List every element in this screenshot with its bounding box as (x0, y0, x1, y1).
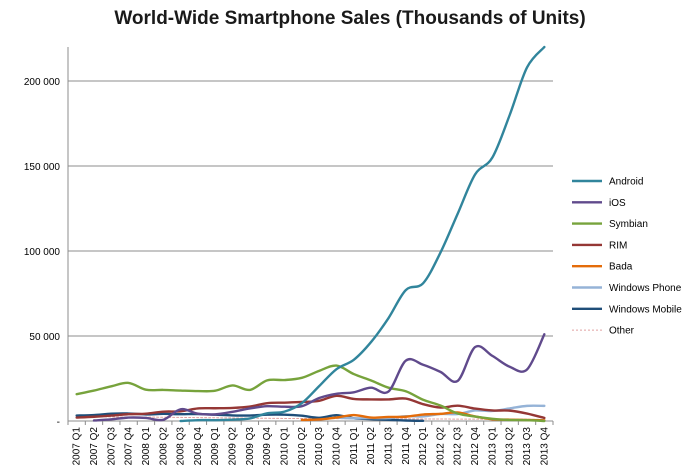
y-tick-label: 50 000 (29, 332, 60, 343)
y-tick-label: 200 000 (24, 77, 61, 88)
x-tick-label: 2007 Q3 (106, 427, 117, 466)
legend-label: Windows Mobile (609, 304, 682, 315)
y-tick-label: - (57, 417, 60, 428)
series-line-rim (75, 394, 546, 420)
y-tick-label: 150 000 (24, 162, 61, 173)
series-rim (75, 394, 546, 420)
axis-layer: - 50 000 100 000 150 000 200 000 2007 Q1 2007 … (24, 47, 554, 466)
series-other (76, 416, 545, 420)
legend-label: Android (609, 177, 643, 188)
series-layer (75, 45, 546, 423)
x-tick-label: 2012 Q4 (470, 427, 481, 466)
legend-label: iOS (609, 198, 626, 209)
x-tick-label: 2011 Q3 (383, 427, 394, 465)
x-tick-label: 2008 Q1 (141, 427, 152, 466)
x-tick-label: 2009 Q3 (245, 427, 256, 466)
legend: Android iOS Symbian RIM Bada Windows Phone Win… (572, 177, 682, 337)
x-tick-label: 2012 Q2 (435, 427, 446, 466)
grid-layer (68, 80, 553, 337)
x-tick-label: 2012 Q3 (453, 427, 464, 466)
legend-item-rim: RIM (572, 240, 627, 251)
x-tick-label: 2007 Q2 (89, 427, 100, 466)
series-line-other (76, 416, 545, 420)
x-tick-label: 2007 Q4 (124, 427, 135, 466)
legend-item-other: Other (572, 326, 635, 337)
x-tick-label: 2009 Q2 (228, 427, 239, 466)
legend-label: Windows Phone (609, 283, 682, 294)
legend-label: Symbian (609, 219, 648, 230)
x-tick-label: 2013 Q1 (487, 427, 498, 466)
x-tick-label: 2013 Q4 (539, 427, 550, 466)
x-tick-label: 2013 Q2 (505, 427, 516, 466)
legend-item-windows-mobile: Windows Mobile (572, 304, 682, 315)
legend-item-bada: Bada (572, 262, 633, 273)
x-tick-label: 2010 Q2 (297, 427, 308, 466)
legend-label: RIM (609, 240, 627, 251)
legend-item-ios: iOS (572, 198, 626, 209)
series-android (179, 45, 546, 423)
x-tick-label: 2011 Q4 (401, 427, 412, 465)
x-tick-label: 2013 Q3 (522, 427, 533, 466)
x-tick-label: 2009 Q1 (210, 427, 221, 466)
x-tick-label: 2010 Q1 (280, 427, 291, 466)
x-tick-label: 2011 Q1 (349, 427, 360, 465)
x-tick-label: 2008 Q3 (176, 427, 187, 466)
series-ios (92, 333, 546, 422)
legend-label: Other (609, 326, 635, 337)
series-line-symbian (75, 364, 546, 423)
legend-label: Bada (609, 262, 633, 273)
x-tick-label: 2009 Q4 (262, 427, 273, 466)
x-tick-label: 2008 Q4 (193, 427, 204, 466)
chart-title: World-Wide Smartphone Sales (Thousands o… (114, 8, 586, 29)
legend-item-symbian: Symbian (572, 219, 648, 230)
x-tick-label: 2008 Q2 (158, 427, 169, 466)
x-tick-label: 2010 Q4 (331, 427, 342, 466)
series-line-android (179, 45, 546, 423)
legend-item-android: Android (572, 177, 643, 188)
x-tick-label: 2011 Q2 (366, 427, 377, 465)
series-line-ios (92, 333, 546, 422)
x-tick-label: 2007 Q1 (72, 427, 83, 466)
legend-item-windows-phone: Windows Phone (572, 283, 682, 294)
y-tick-label: 100 000 (24, 247, 61, 258)
x-tick-label: 2012 Q1 (418, 427, 429, 466)
series-symbian (75, 364, 546, 423)
x-tick-label: 2010 Q3 (314, 427, 325, 466)
